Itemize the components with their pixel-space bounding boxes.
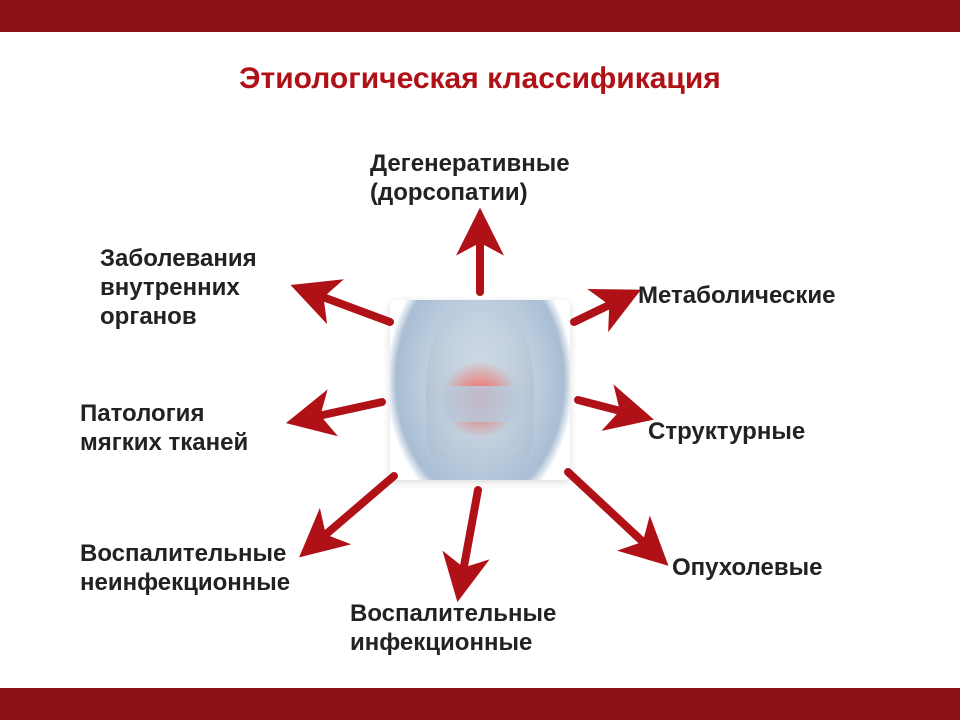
node-mid-right: Структурные xyxy=(648,418,805,447)
center-image-back-pain xyxy=(390,300,570,480)
slide-title: Этиологическая классификация xyxy=(0,62,960,96)
node-upper-right: Метаболические xyxy=(638,282,835,311)
arrow-mid-right xyxy=(578,400,640,416)
node-lower-right: Опухолевые xyxy=(672,554,823,583)
arrow-upper-right xyxy=(574,296,628,322)
arrow-lower-right xyxy=(568,472,658,556)
arrow-mid-left xyxy=(300,402,382,420)
arrow-bottom xyxy=(460,490,478,588)
slide-stage: Этиологическая классификация Дегенератив… xyxy=(0,0,960,720)
node-upper-left: Заболевания внутренних органов xyxy=(100,245,257,331)
node-mid-left: Патология мягких тканей xyxy=(80,400,248,458)
node-lower-left: Воспалительные неинфекционные xyxy=(80,540,290,598)
arrow-lower-left xyxy=(310,476,394,548)
arrow-upper-left xyxy=(304,290,390,322)
bottom-bar xyxy=(0,688,960,720)
node-bottom: Воспалительные инфекционные xyxy=(350,600,556,658)
top-bar xyxy=(0,0,960,32)
node-top: Дегенеративные (дорсопатии) xyxy=(370,150,570,208)
